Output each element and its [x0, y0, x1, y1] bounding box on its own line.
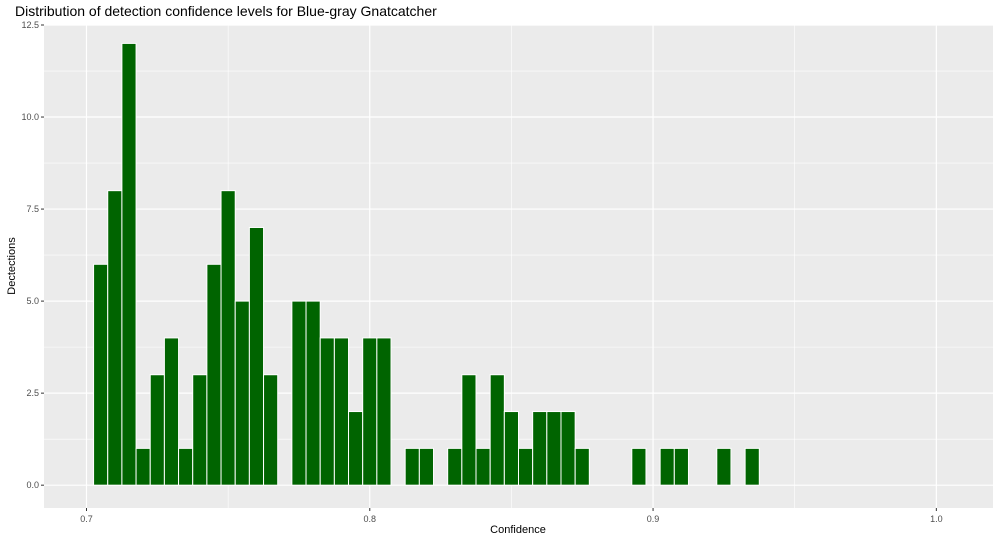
- bar: [234, 300, 250, 486]
- bar: [673, 447, 689, 486]
- bar: [93, 263, 109, 486]
- bar: [659, 447, 675, 486]
- bar: [461, 374, 477, 486]
- bar: [107, 190, 123, 486]
- bar: [333, 337, 350, 486]
- bar: [744, 447, 760, 486]
- bar: [163, 337, 180, 486]
- y-axis-ticks: 0.0 2.5 5.0 7.5 10.0 12.5: [21, 20, 44, 490]
- bar: [178, 447, 194, 486]
- bar: [135, 447, 151, 486]
- bar: [631, 447, 647, 486]
- bar: [192, 374, 208, 486]
- bar: [305, 300, 321, 486]
- chart-title: Distribution of detection confidence lev…: [15, 3, 437, 19]
- y-tick-label: 10.0: [21, 112, 39, 122]
- bar: [503, 411, 519, 486]
- major-gridlines: [44, 24, 993, 508]
- x-tick-label: 1.0: [930, 514, 943, 524]
- bar: [532, 411, 548, 486]
- bar: [291, 300, 307, 486]
- y-tick-label: 12.5: [21, 20, 39, 30]
- x-tick-label: 0.8: [364, 514, 377, 524]
- bar: [546, 411, 562, 486]
- y-tick-label: 0.0: [26, 480, 39, 490]
- bar: [319, 337, 335, 486]
- bar: [220, 190, 236, 486]
- bar: [362, 337, 378, 486]
- bar: [348, 411, 364, 486]
- bars: [93, 42, 760, 486]
- bar: [206, 263, 222, 486]
- bar: [489, 374, 505, 486]
- bar: [574, 447, 590, 486]
- x-axis-label: Confidence: [490, 524, 546, 536]
- bar: [475, 447, 491, 486]
- y-tick-label: 5.0: [26, 296, 39, 306]
- bar: [121, 42, 137, 486]
- bar: [447, 447, 463, 486]
- y-tick-label: 2.5: [26, 388, 39, 398]
- x-axis-ticks: 0.7 0.8 0.9 1.0: [80, 508, 943, 524]
- bar: [404, 447, 420, 486]
- bar: [263, 374, 279, 486]
- bar: [560, 411, 576, 486]
- x-tick-label: 0.9: [647, 514, 660, 524]
- bar: [149, 374, 165, 486]
- bar: [518, 447, 534, 486]
- y-tick-label: 7.5: [26, 204, 39, 214]
- bar: [716, 447, 732, 486]
- bar: [376, 337, 392, 486]
- bar: [248, 226, 265, 486]
- x-tick-label: 0.7: [80, 514, 93, 524]
- bar: [418, 447, 435, 486]
